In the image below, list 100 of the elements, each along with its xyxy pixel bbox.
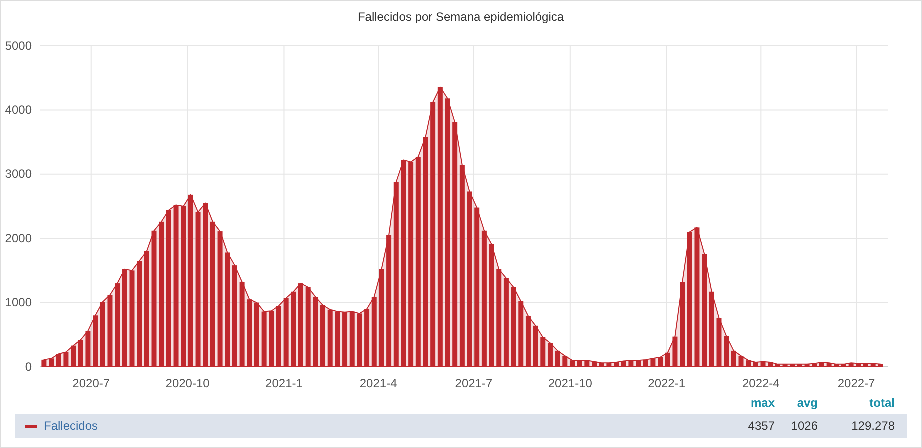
bar — [878, 364, 884, 367]
bar — [489, 244, 494, 367]
bar — [621, 361, 626, 367]
y-tick-label: 4000 — [5, 103, 32, 118]
bar — [144, 251, 150, 367]
bar — [548, 343, 553, 367]
bar — [848, 363, 854, 367]
bar — [746, 360, 752, 367]
bar — [504, 278, 509, 367]
bar — [130, 270, 135, 367]
bar — [386, 235, 392, 367]
bar — [174, 205, 179, 367]
x-tick-label: 2021-1 — [266, 376, 304, 391]
x-tick-label: 2020-10 — [166, 376, 210, 391]
bar — [775, 364, 780, 367]
y-tick-label: 2000 — [5, 231, 32, 246]
legend-label: Fallecidos — [44, 419, 98, 433]
bar — [438, 87, 443, 367]
bar — [93, 316, 98, 367]
bar — [320, 305, 326, 367]
y-tick-label: 0 — [25, 360, 32, 374]
text: 4357 — [748, 419, 776, 433]
bar — [364, 309, 370, 367]
bar — [665, 352, 670, 367]
bar — [196, 212, 201, 367]
bar — [166, 210, 172, 367]
bar — [291, 292, 296, 367]
bar — [181, 206, 186, 367]
bar — [870, 364, 876, 367]
bar — [254, 302, 260, 367]
text: avg — [797, 396, 818, 410]
bar — [672, 336, 678, 367]
x-tick-label: 2021-4 — [360, 376, 398, 391]
bar — [401, 160, 406, 367]
bar — [834, 364, 840, 367]
bar — [394, 182, 399, 367]
bar — [628, 360, 634, 367]
bar — [592, 362, 597, 367]
bar — [159, 222, 164, 367]
bar — [313, 297, 318, 367]
bar — [225, 252, 230, 367]
bar — [416, 157, 421, 367]
bar — [856, 364, 862, 367]
bar — [350, 312, 355, 367]
bar — [218, 232, 223, 367]
bar — [357, 314, 362, 367]
bar — [71, 346, 76, 367]
bar — [658, 357, 664, 367]
text: max — [750, 396, 776, 410]
bar — [555, 350, 560, 367]
x-tick-label: 2022-7 — [838, 376, 876, 391]
bar — [650, 358, 656, 367]
bar — [614, 362, 620, 367]
bar — [518, 302, 524, 367]
bar — [511, 287, 516, 367]
bar — [460, 165, 465, 367]
bar — [826, 363, 832, 367]
x-tick-label: 2021-10 — [548, 376, 593, 391]
bar — [372, 297, 377, 367]
bar — [64, 352, 69, 367]
bar — [709, 292, 714, 367]
bar — [599, 363, 604, 367]
bar — [269, 311, 274, 367]
bar — [496, 269, 502, 367]
bar — [687, 232, 692, 367]
bar — [863, 364, 868, 367]
bar — [56, 354, 62, 367]
bar — [562, 356, 568, 367]
bar — [306, 287, 311, 367]
bar — [335, 312, 340, 367]
bar — [115, 284, 120, 367]
bar — [680, 282, 686, 367]
bar — [702, 254, 708, 367]
text: 129.278 — [852, 419, 896, 433]
bar — [819, 362, 824, 367]
x-tick-label: 2021-7 — [455, 376, 493, 391]
bar — [379, 269, 384, 367]
bar — [753, 362, 758, 367]
bar — [430, 102, 436, 367]
bar — [782, 364, 788, 367]
bar — [276, 306, 282, 367]
bar — [577, 360, 582, 367]
bar — [210, 222, 216, 367]
bar — [812, 364, 818, 367]
bar — [408, 162, 414, 367]
bar — [731, 350, 736, 367]
bar — [606, 363, 612, 367]
bar — [738, 356, 744, 367]
text: total — [870, 396, 895, 410]
bar — [152, 230, 157, 367]
bar — [86, 331, 91, 367]
bar — [724, 336, 730, 367]
bar — [474, 208, 480, 367]
bar — [108, 295, 113, 367]
bar — [49, 358, 54, 367]
y-tick-label: 1000 — [5, 296, 32, 310]
bar — [78, 340, 84, 367]
bar — [768, 362, 774, 367]
bar — [540, 337, 546, 367]
x-tick-label: 2020-7 — [72, 376, 110, 391]
